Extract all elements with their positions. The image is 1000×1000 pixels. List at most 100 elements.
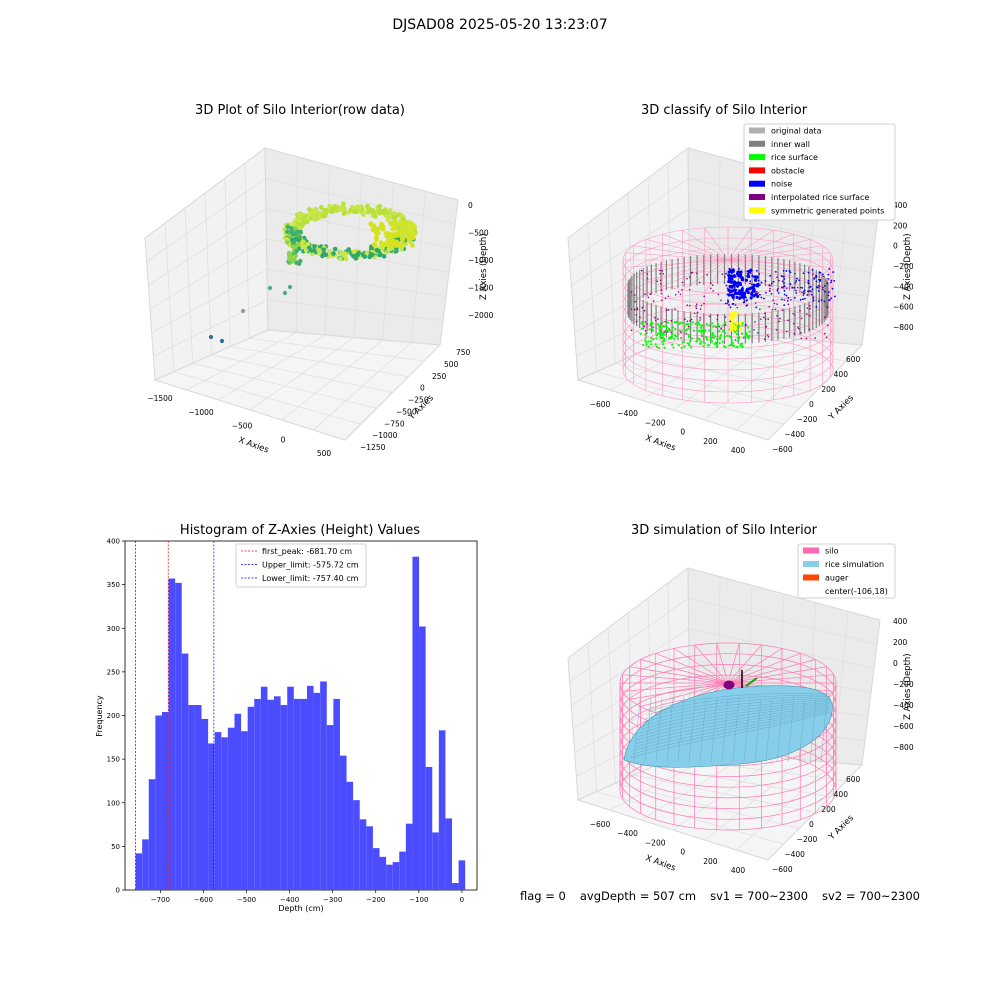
classify-legend-label: original data <box>771 127 822 136</box>
interpolated-point <box>695 307 698 310</box>
histogram-title: Histogram of Z-Axies (Height) Values <box>179 523 421 538</box>
histogram-bar <box>392 862 400 890</box>
rice-surface-point <box>695 340 698 343</box>
raw-data-point <box>392 211 398 216</box>
axis-tick-label: −400 <box>893 701 914 710</box>
histogram-x-tick-label: −700 <box>151 896 170 904</box>
axis-tick-label: −1000 <box>468 256 494 265</box>
noise-point <box>763 297 765 300</box>
histogram-y-tick-label: 50 <box>111 843 120 851</box>
rice-surface-point <box>644 333 647 336</box>
silo-roof-spoke <box>727 643 740 684</box>
rice-surface-point <box>640 322 644 325</box>
interpolated-point <box>664 320 666 323</box>
axis-tick-label: −500 <box>232 422 253 431</box>
interpolated-point <box>800 286 802 289</box>
histogram-bar <box>313 692 321 890</box>
grid-line <box>153 299 444 357</box>
noise-point <box>783 278 786 280</box>
rice-surface-point <box>639 332 642 335</box>
noise-point <box>786 299 789 302</box>
raw-3d-plot: −1500 −1000 −500 0 500 750 500 250 0 −250 −500 −750… <box>144 147 494 458</box>
interpolated-point <box>670 320 673 322</box>
raw-plot-title: 3D Plot of Silo Interior(row data) <box>195 103 405 118</box>
noise-point <box>769 274 772 277</box>
noise-point <box>731 295 735 300</box>
rice-surface-point <box>671 330 674 333</box>
silo-roof-spoke <box>727 259 811 281</box>
interpolated-point <box>674 294 677 296</box>
rice-mesh-line <box>647 694 831 716</box>
noise-point <box>770 282 773 285</box>
interpolated-point <box>734 304 737 306</box>
raw-data-point <box>343 256 349 262</box>
interpolated-point <box>806 307 809 309</box>
interpolated-point <box>757 292 760 294</box>
rice-surface-point <box>722 324 725 327</box>
interpolated-point <box>634 300 637 303</box>
noise-point <box>738 282 743 287</box>
raw-data-point <box>285 229 290 234</box>
interpolated-point <box>736 306 739 309</box>
rice-surface-point <box>657 332 660 335</box>
simulation-auger <box>723 670 758 690</box>
interpolated-point <box>776 314 778 317</box>
noise-point <box>738 268 740 270</box>
interpolated-point <box>689 319 691 322</box>
interpolated-point <box>799 310 801 312</box>
raw-outlier-point <box>219 338 225 344</box>
interpolated-point <box>785 330 788 333</box>
interpolated-point <box>709 282 712 285</box>
axis-tick-label: 750 <box>456 348 471 357</box>
axis-tick-label: −600 <box>772 445 793 454</box>
noise-point <box>738 296 742 300</box>
interpolated-point <box>634 308 636 311</box>
raw-data-point <box>361 212 366 218</box>
rice-mesh-line <box>641 700 831 730</box>
noise-point <box>803 297 806 300</box>
rice-surface-point <box>735 332 738 336</box>
rice-surface-point <box>656 323 660 326</box>
noise-point <box>812 299 815 302</box>
noise-point <box>830 281 833 284</box>
interpolated-point <box>690 272 693 274</box>
noise-point <box>802 292 805 295</box>
rice-surface-point <box>711 340 714 343</box>
rice-surface-point <box>716 325 719 328</box>
raw-data-point <box>381 254 387 259</box>
noise-point <box>821 273 824 276</box>
histogram-bar <box>247 706 255 890</box>
figure-title: DJSAD08 2025-05-20 13:23:07 <box>392 17 608 33</box>
classify-z-axis-label: Z Axies (Depth) <box>903 233 913 300</box>
raw-data-point <box>304 219 310 225</box>
raw-data-point <box>410 222 416 228</box>
rice-surface-point <box>658 329 661 332</box>
histogram-bar <box>445 818 453 890</box>
axis-tick-label: 250 <box>432 372 447 381</box>
axis-tick-label: −200 <box>797 835 818 844</box>
interpolated-point <box>711 284 714 286</box>
symmetric-point <box>738 327 742 331</box>
silo-roof-spoke <box>727 674 834 684</box>
noise-point <box>818 271 821 274</box>
interpolated-point <box>693 312 696 314</box>
interpolated-point <box>660 323 662 325</box>
noise-point <box>750 292 754 296</box>
interpolated-point <box>630 329 633 332</box>
noise-point <box>815 286 818 289</box>
raw-data-point <box>377 252 382 258</box>
histogram-bar <box>208 743 215 890</box>
axis-tick-label: −600 <box>590 820 611 829</box>
simulation-legend-label: auger <box>825 574 849 583</box>
axis-tick-label: −200 <box>893 680 914 689</box>
rice-surface-point <box>726 334 729 337</box>
rice-surface-point <box>690 346 693 349</box>
rice-surface-point <box>681 321 684 324</box>
raw-data-point <box>394 232 400 238</box>
interpolated-point <box>801 291 803 294</box>
raw-data-point <box>399 247 404 252</box>
interpolated-point <box>695 272 698 275</box>
interpolated-point <box>717 293 720 296</box>
rice-surface-point <box>685 328 689 331</box>
rice-surface-point <box>655 337 658 340</box>
